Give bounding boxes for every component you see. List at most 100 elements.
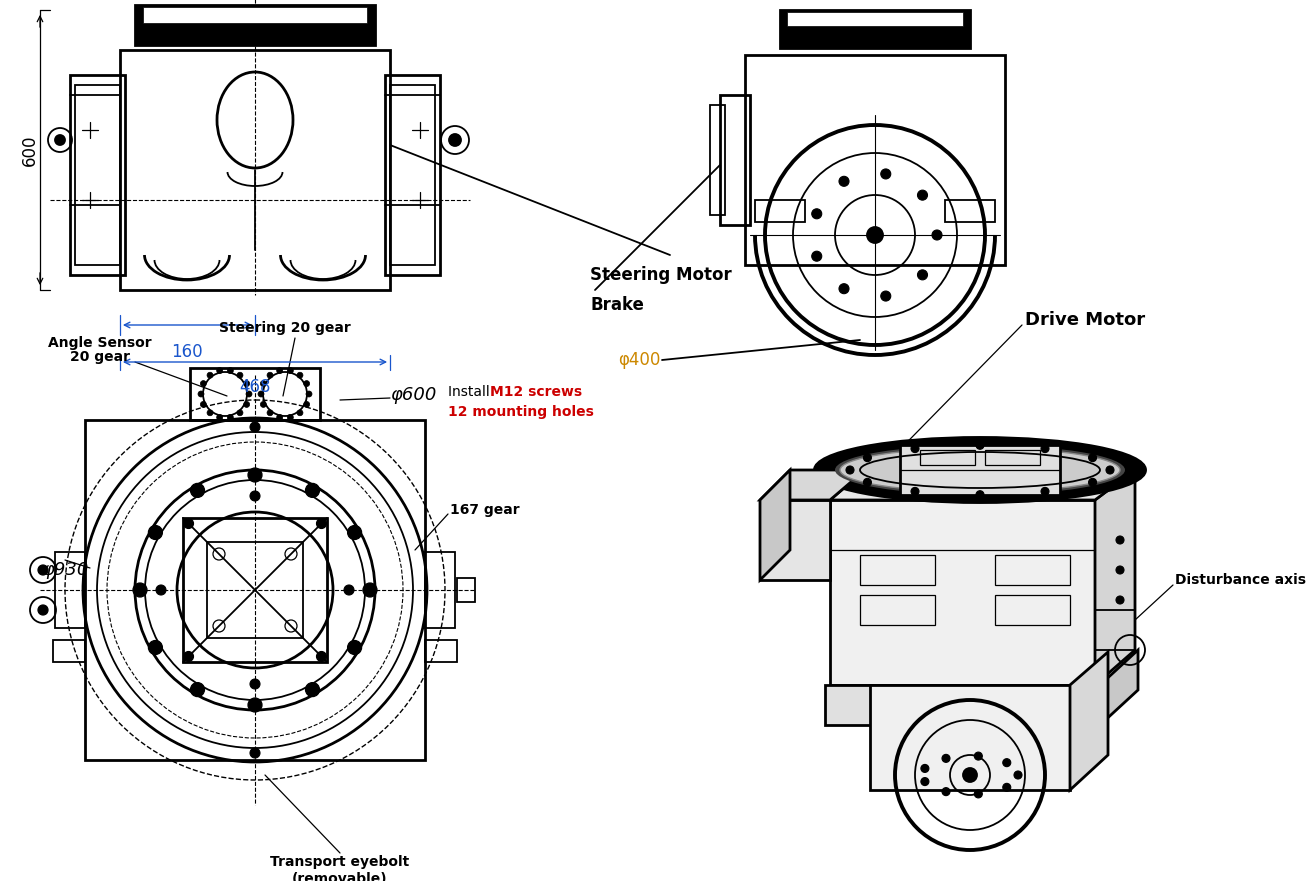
Bar	[69, 75, 124, 275]
Text: 600: 600	[21, 134, 39, 166]
Circle shape	[1117, 536, 1124, 544]
Bar	[1096, 610, 1135, 650]
Bar	[457, 578, 475, 602]
Circle shape	[198, 391, 204, 397]
Circle shape	[1089, 478, 1097, 486]
Circle shape	[228, 414, 233, 420]
Circle shape	[148, 525, 162, 539]
Text: 468: 468	[240, 378, 271, 396]
Text: 160: 160	[171, 343, 203, 361]
Polygon shape	[901, 445, 1060, 495]
Ellipse shape	[840, 448, 1121, 492]
Polygon shape	[825, 685, 1100, 725]
Circle shape	[243, 402, 250, 407]
Circle shape	[306, 391, 312, 397]
Text: φ930: φ930	[42, 561, 89, 579]
Bar	[207, 542, 302, 638]
Circle shape	[449, 134, 461, 146]
Bar	[920, 450, 975, 465]
Polygon shape	[1096, 470, 1135, 685]
Circle shape	[297, 373, 302, 378]
Bar	[709, 105, 725, 215]
Circle shape	[317, 651, 326, 662]
Bar	[984, 450, 1039, 465]
Bar	[390, 85, 435, 265]
Bar	[425, 640, 457, 662]
Circle shape	[276, 367, 283, 374]
Circle shape	[217, 367, 223, 374]
Text: Drive Motor: Drive Motor	[1025, 311, 1145, 329]
Circle shape	[250, 422, 260, 432]
Circle shape	[839, 284, 850, 293]
Circle shape	[344, 585, 353, 595]
Circle shape	[304, 402, 310, 407]
Circle shape	[191, 683, 204, 697]
Ellipse shape	[835, 445, 1124, 495]
Circle shape	[217, 414, 223, 420]
Circle shape	[942, 754, 950, 762]
Circle shape	[1106, 466, 1114, 474]
Circle shape	[38, 605, 48, 615]
Circle shape	[297, 410, 302, 416]
Circle shape	[288, 367, 293, 374]
Text: Angle Sensor: Angle Sensor	[48, 336, 152, 350]
Circle shape	[977, 441, 984, 449]
Polygon shape	[830, 470, 1135, 500]
Circle shape	[250, 679, 260, 689]
Circle shape	[247, 698, 262, 712]
Circle shape	[288, 414, 293, 420]
Bar	[425, 552, 456, 628]
Circle shape	[247, 468, 262, 482]
Circle shape	[191, 484, 204, 498]
Circle shape	[246, 391, 253, 397]
Circle shape	[918, 270, 928, 280]
Bar	[995, 555, 1069, 585]
Circle shape	[267, 410, 274, 416]
Circle shape	[183, 651, 194, 662]
Polygon shape	[761, 470, 865, 500]
Text: M12 screws: M12 screws	[490, 385, 583, 399]
Circle shape	[276, 414, 283, 420]
Polygon shape	[1100, 650, 1138, 725]
Circle shape	[932, 230, 942, 240]
Circle shape	[1003, 759, 1011, 766]
Text: 12 mounting holes: 12 mounting holes	[448, 405, 594, 419]
Circle shape	[974, 752, 982, 760]
Circle shape	[148, 640, 162, 655]
Circle shape	[250, 491, 260, 501]
Circle shape	[911, 445, 919, 453]
Bar	[860, 555, 935, 585]
Circle shape	[1041, 445, 1049, 453]
Circle shape	[267, 373, 274, 378]
Circle shape	[963, 768, 977, 782]
Circle shape	[1117, 596, 1124, 604]
Polygon shape	[761, 500, 830, 580]
Circle shape	[134, 583, 147, 597]
Text: Transport eyebolt: Transport eyebolt	[271, 855, 410, 869]
Circle shape	[183, 519, 194, 529]
Circle shape	[881, 169, 890, 179]
Bar	[755, 200, 805, 222]
Bar	[780, 10, 970, 48]
Bar	[720, 95, 750, 225]
Circle shape	[200, 402, 207, 407]
Bar	[860, 595, 935, 625]
Bar	[787, 12, 963, 26]
Text: Steering Motor: Steering Motor	[590, 266, 732, 284]
Text: (removable): (removable)	[292, 872, 387, 881]
Circle shape	[156, 585, 166, 595]
Circle shape	[846, 466, 853, 474]
Polygon shape	[870, 685, 1069, 790]
Circle shape	[260, 381, 266, 387]
Bar	[120, 50, 390, 290]
Polygon shape	[1069, 652, 1107, 790]
Circle shape	[1014, 771, 1022, 779]
Bar	[75, 85, 120, 265]
Bar	[945, 200, 995, 222]
Circle shape	[922, 778, 929, 786]
Circle shape	[1041, 487, 1049, 495]
Circle shape	[237, 373, 243, 378]
Circle shape	[38, 565, 48, 575]
Circle shape	[260, 402, 266, 407]
Bar	[55, 552, 85, 628]
